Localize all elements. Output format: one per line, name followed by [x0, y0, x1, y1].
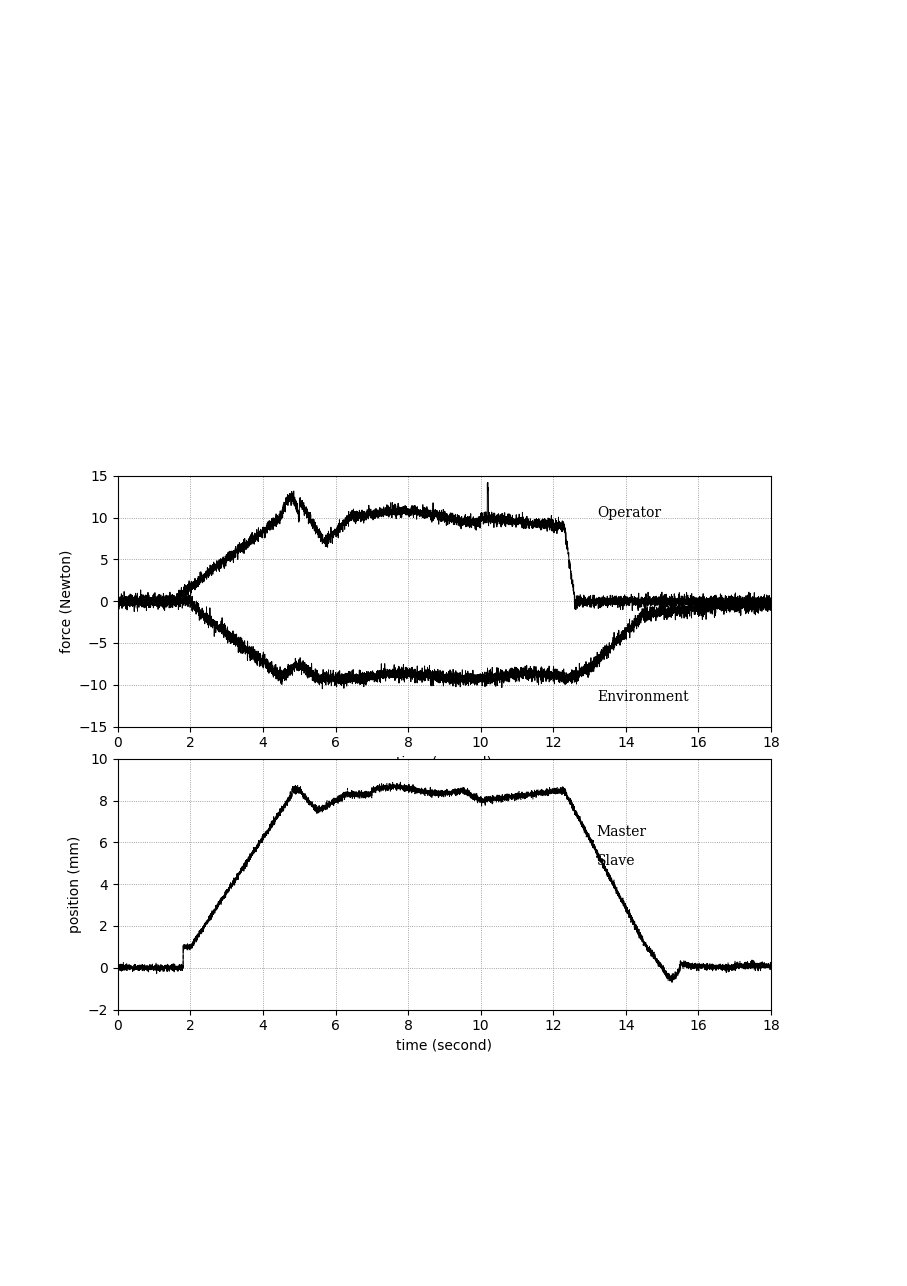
Text: Environment: Environment — [597, 691, 688, 705]
Text: Slave: Slave — [597, 854, 635, 868]
Y-axis label: force (Newton): force (Newton) — [59, 549, 73, 653]
X-axis label: time (second): time (second) — [396, 756, 493, 770]
Text: Master: Master — [597, 824, 647, 838]
X-axis label: time (second): time (second) — [396, 1039, 493, 1053]
Y-axis label: position (mm): position (mm) — [68, 836, 83, 932]
Text: Operator: Operator — [597, 507, 661, 521]
